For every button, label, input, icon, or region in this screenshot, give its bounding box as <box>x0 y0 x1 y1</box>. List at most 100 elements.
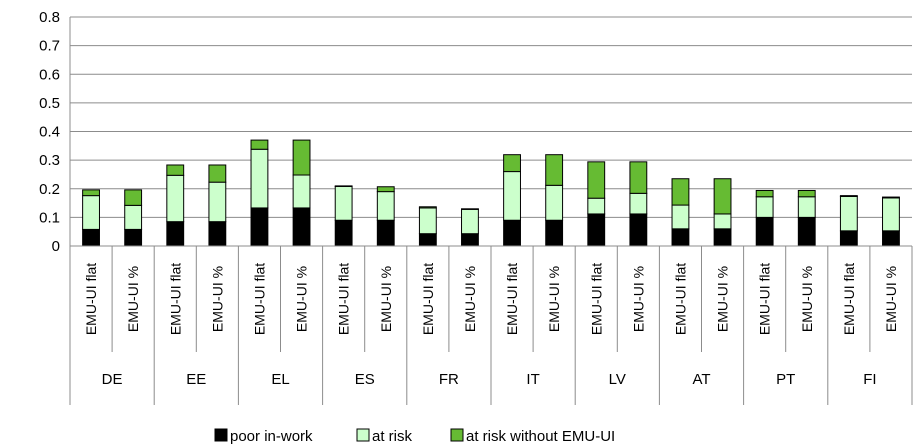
legend-swatch <box>450 428 464 442</box>
x-tick-label: EMU-UI flat <box>83 263 99 335</box>
x-axis: EMU-UI flat EMU-UI % DE EMU-UI flat EMU-UI %… <box>69 245 913 405</box>
bar-segment <box>755 189 774 198</box>
x-tick-label: EMU-UI flat <box>251 263 267 335</box>
bar-segment <box>545 184 564 221</box>
bar-segment <box>671 204 690 230</box>
bar-segment <box>755 216 774 247</box>
bar-segment <box>334 185 353 221</box>
x-tick-label: EMU-UI % <box>546 266 562 332</box>
bar-segment <box>629 213 648 247</box>
legend: poor in-work at risk at risk without EMU-U… <box>214 428 615 445</box>
bar-segment <box>882 196 900 199</box>
group-label: ES <box>355 371 375 388</box>
bar-segment <box>839 195 858 232</box>
legend-swatch <box>356 428 370 442</box>
y-tick-label: 0.8 <box>39 9 60 26</box>
x-tick-label: EMU-UI flat <box>672 263 688 335</box>
y-tick-label: 0 <box>52 238 60 255</box>
group-label: EL <box>271 371 289 388</box>
bar-segment <box>208 221 227 247</box>
legend-label: poor in-work <box>230 428 313 445</box>
x-tick-label: EMU-UI % <box>378 266 394 332</box>
y-tick-label: 0.1 <box>39 209 60 226</box>
legend-swatch <box>214 428 228 442</box>
legend-item: at risk without EMU-UI <box>450 428 615 445</box>
x-tick-label: EMU-UI flat <box>336 263 352 335</box>
bar-segment <box>461 208 479 235</box>
bar-segment <box>503 219 521 247</box>
group-label: FR <box>439 371 459 388</box>
bar-segment <box>250 207 269 247</box>
group-label: PT <box>776 371 795 388</box>
bar-segment <box>839 195 858 197</box>
bar-segment <box>797 196 816 218</box>
bar-segment <box>292 139 311 176</box>
x-tick-label: EMU-UI % <box>630 266 646 332</box>
bar-segment <box>713 178 732 215</box>
x-tick-label: EMU-UI % <box>715 266 731 332</box>
bar-segment <box>713 228 732 247</box>
bar-segment <box>166 174 185 223</box>
bar-segment <box>334 219 353 247</box>
bars <box>82 139 900 247</box>
x-tick-label: EMU-UI % <box>125 266 141 332</box>
x-tick-label: EMU-UI % <box>294 266 310 332</box>
x-tick-label: EMU-UI flat <box>504 263 520 335</box>
legend-label: at risk <box>372 428 413 445</box>
bar-segment <box>208 164 227 183</box>
bar-segment <box>587 161 606 199</box>
bar-segment <box>671 178 690 206</box>
bar-segment <box>461 233 479 247</box>
bar-segment <box>545 219 564 247</box>
bar-segment <box>839 230 858 247</box>
x-tick-label: EMU-UI flat <box>841 263 857 335</box>
bar-segment <box>797 216 816 247</box>
bar-segment <box>250 148 269 209</box>
bar-segment <box>503 171 521 221</box>
group-label: IT <box>526 371 539 388</box>
bar-segment <box>124 204 143 230</box>
bar-segment <box>713 213 732 230</box>
x-tick-label: EMU-UI % <box>462 266 478 332</box>
bar-segment <box>418 207 437 235</box>
legend-item: poor in-work <box>214 428 313 445</box>
bar-segment <box>797 189 816 198</box>
bar-segment <box>166 221 185 247</box>
y-tick-label: 0.3 <box>39 152 60 169</box>
bar-segment <box>503 154 521 173</box>
bar-segment <box>292 174 311 209</box>
legend-label: at risk without EMU-UI <box>466 428 615 445</box>
group-label: AT <box>692 371 710 388</box>
bar-segment <box>376 191 395 221</box>
bar-segment <box>587 197 606 215</box>
bar-segment <box>124 228 143 247</box>
y-tick-label: 0.6 <box>39 66 60 83</box>
x-tick-label: EMU-UI flat <box>167 263 183 335</box>
bar-segment <box>545 154 564 186</box>
bar-segment <box>461 208 479 210</box>
bar-segment <box>376 186 395 193</box>
group-label: LV <box>609 371 626 388</box>
bar-segment <box>587 213 606 247</box>
bar-segment <box>124 189 143 206</box>
bar-segment <box>882 197 900 232</box>
bar-segment <box>629 192 648 215</box>
bar-segment <box>629 161 648 194</box>
bar-segment <box>82 195 100 230</box>
bar-segment <box>671 228 690 247</box>
x-tick-label: EMU-UI flat <box>757 263 773 335</box>
group-label: EE <box>186 371 206 388</box>
group-label: DE <box>102 371 123 388</box>
bar-segment <box>292 207 311 247</box>
x-tick-label: EMU-UI % <box>799 266 815 332</box>
bar-segment <box>376 219 395 247</box>
y-tick-label: 0.7 <box>39 38 60 55</box>
bar-segment <box>418 206 437 209</box>
y-axis: 0 0.1 0.2 0.3 0.4 0.5 0.6 0.7 0.8 <box>39 9 71 255</box>
bar-segment <box>82 228 100 247</box>
bar-segment <box>82 189 100 197</box>
legend-item: at risk <box>356 428 413 445</box>
bar-segment <box>418 233 437 247</box>
x-tick-label: EMU-UI flat <box>420 263 436 335</box>
